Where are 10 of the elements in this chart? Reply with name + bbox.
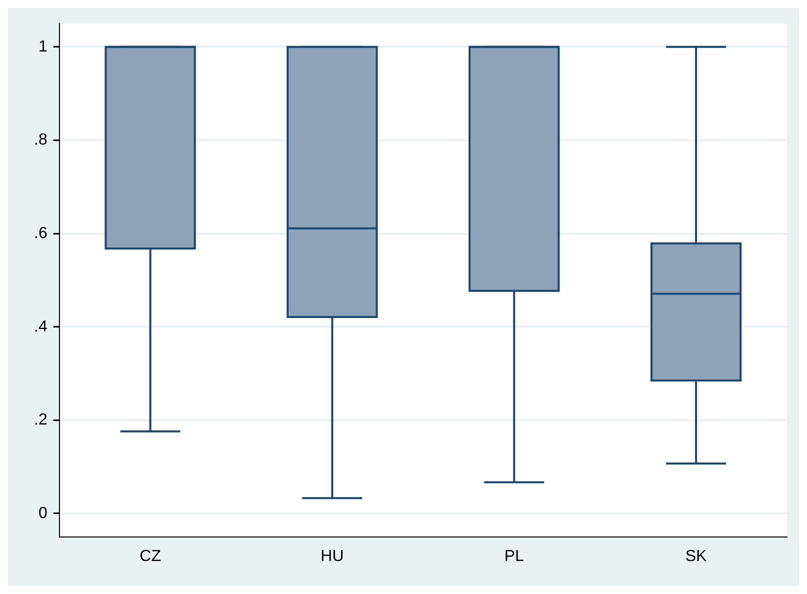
x-tick-label: SK [685,548,708,565]
y-tick-label: 1 [38,38,48,56]
y-tick-label: .2 [34,412,48,429]
x-tick-label: CZ [140,548,162,565]
x-tick-label: PL [504,548,524,565]
y-tick-label: .6 [34,224,48,242]
y-tick-label: .4 [34,318,48,336]
x-tick-label: HU [320,548,344,565]
y-tick-label: .8 [34,132,48,149]
y-tick-label: 0 [38,504,48,522]
